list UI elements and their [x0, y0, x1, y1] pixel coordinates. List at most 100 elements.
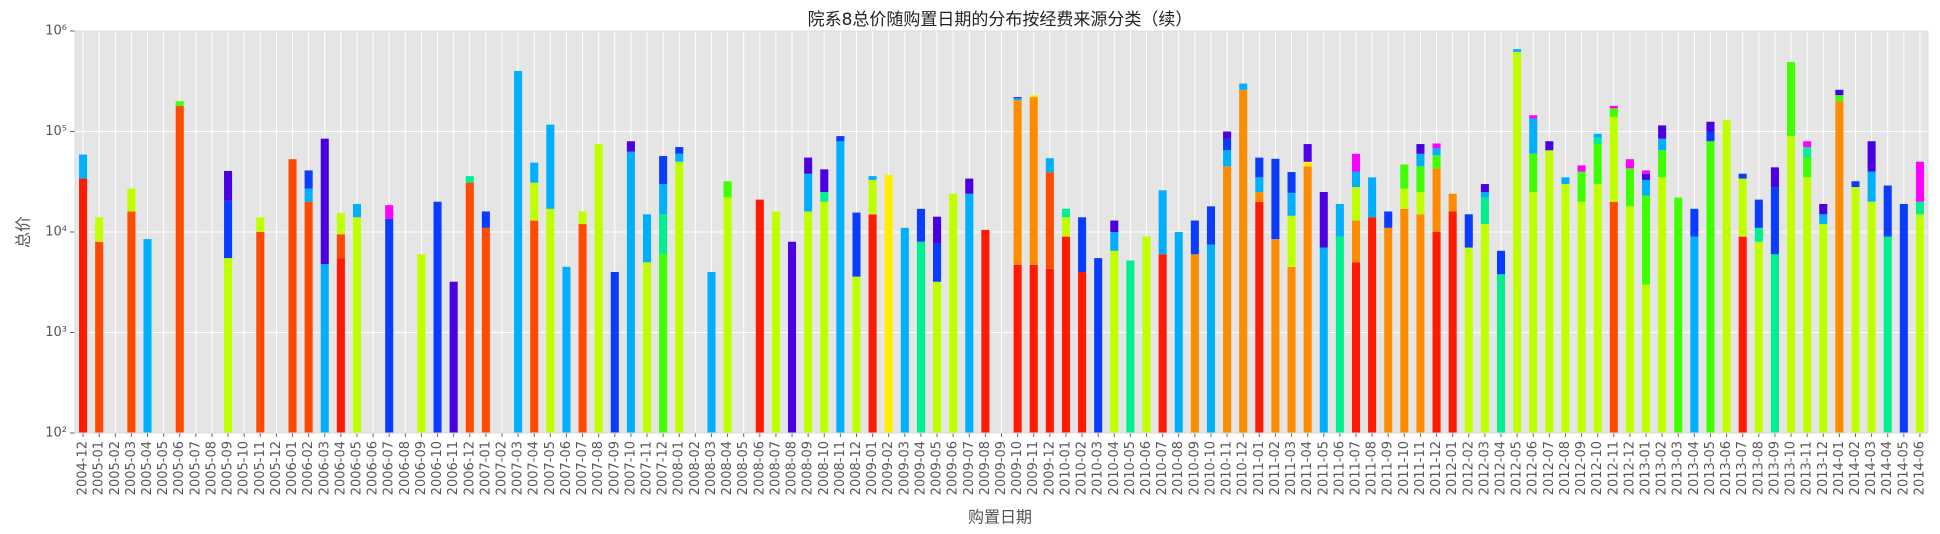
x-tick-label: 2009-07 [962, 441, 977, 495]
x-tick-label: 2007-09 [607, 441, 622, 495]
x-tick-label: 2010-01 [1058, 441, 1073, 495]
bar-segment [95, 241, 104, 433]
bar-segment [1351, 187, 1361, 221]
x-tick-label: 2012-05 [1510, 441, 1525, 495]
x-tick-label: 2010-10 [1203, 441, 1218, 495]
bar-segment [1803, 147, 1812, 158]
x-tick-label: 2014-02 [1848, 441, 1863, 495]
bar-segment [1835, 89, 1844, 96]
x-tick-label: 2009-09 [994, 441, 1009, 495]
bar-segment [1641, 284, 1651, 433]
bar-segment [304, 201, 313, 433]
y-axis-title: 总价 [14, 216, 33, 248]
bar-segment [1061, 217, 1070, 237]
bar-segment [1223, 166, 1232, 433]
x-tick-label: 2012-06 [1526, 441, 1541, 495]
x-tick-label: 2012-11 [1606, 441, 1621, 495]
bar-segment [1126, 260, 1135, 433]
bar-segment [481, 227, 490, 433]
bar-segment [1078, 271, 1087, 433]
bar-segment [578, 224, 587, 433]
bar-segment [1738, 236, 1747, 433]
bar-segment [1513, 51, 1522, 434]
bar-segment [675, 147, 684, 154]
bar-segment [852, 212, 861, 277]
bar-segment [594, 144, 603, 433]
x-tick-label: 2006-04 [333, 441, 348, 495]
x-tick-label: 2005-04 [140, 441, 155, 495]
x-tick-label: 2008-07 [768, 441, 783, 495]
x-tick-label: 2011-09 [1381, 441, 1396, 495]
bar-segment [224, 170, 233, 201]
bar-segment [868, 214, 877, 433]
bar-segment [1416, 144, 1425, 154]
bar-segment [1255, 177, 1264, 193]
bar-segment [1674, 197, 1683, 433]
x-tick-label: 2009-05 [930, 441, 945, 495]
x-axis-title: 购置日期 [968, 508, 1032, 527]
bar-segment [530, 162, 539, 183]
x-tick-label: 2013-01 [1639, 441, 1654, 495]
bar-segment [1770, 167, 1779, 188]
y-tick-label: 10⁵ [45, 124, 67, 139]
bar-segment [1529, 153, 1538, 193]
bar-segment [642, 214, 652, 263]
bar-segment [1480, 192, 1489, 198]
bar-segment [1464, 247, 1473, 433]
bar-segment [1351, 220, 1361, 263]
bar-segment [1835, 95, 1844, 102]
x-tick-label: 2005-12 [269, 441, 284, 495]
x-tick-label: 2012-03 [1477, 441, 1492, 495]
bar-segment [1255, 192, 1264, 202]
bar-segment [1658, 138, 1667, 151]
bar-segment [1223, 150, 1232, 167]
x-tick-label: 2007-06 [559, 441, 574, 495]
bar-segment [1819, 214, 1828, 225]
bar-segment [1770, 254, 1779, 433]
bar-segment [1448, 211, 1457, 433]
x-tick-label: 2010-05 [1123, 441, 1138, 495]
bar-segment [1110, 250, 1119, 433]
bar-segment [1803, 141, 1812, 148]
bar-segment [1029, 95, 1038, 98]
bar-segment [304, 188, 313, 202]
bar-segment [659, 156, 668, 185]
y-tick-label: 10² [45, 426, 67, 441]
bar-segment [1432, 143, 1441, 149]
bar-segment [1078, 217, 1087, 272]
bar-segment [224, 200, 233, 259]
bar-segment [1045, 158, 1054, 173]
bar-segment [1529, 192, 1538, 433]
x-tick-label: 2006-03 [317, 441, 332, 495]
bar-segment [1045, 172, 1054, 269]
x-tick-label: 2005-02 [108, 441, 123, 495]
bar-segment [1561, 177, 1570, 185]
x-tick-label: 2006-09 [414, 441, 429, 495]
bar-segment [916, 241, 925, 433]
bar-segment [820, 192, 829, 202]
x-tick-label: 2007-04 [527, 441, 542, 495]
bar-segment [385, 205, 394, 219]
bar-segment [449, 281, 458, 433]
bar-segment [1239, 89, 1248, 434]
bar-segment [465, 176, 474, 183]
x-tick-label: 2013-10 [1784, 441, 1799, 495]
bar-segment [1545, 141, 1554, 151]
bar-segment [1013, 98, 1022, 101]
bar-segment [659, 184, 668, 215]
bar-segment [385, 218, 394, 433]
x-tick-label: 2008-08 [785, 441, 800, 495]
bar-segment [916, 208, 925, 242]
bar-segment [804, 173, 813, 212]
x-tick-label: 2012-10 [1590, 441, 1605, 495]
bar-segment [1351, 153, 1361, 172]
bar-segment [514, 70, 523, 433]
x-tick-label: 2011-03 [1284, 441, 1299, 495]
x-tick-label: 2014-04 [1880, 441, 1895, 495]
x-tick-label: 2014-05 [1896, 441, 1911, 495]
x-tick-label: 2009-10 [1010, 441, 1025, 495]
bar-segment [1287, 266, 1296, 433]
bar-segment [1706, 121, 1715, 132]
bar-segment [1400, 188, 1409, 209]
bar-segment [1319, 247, 1328, 433]
